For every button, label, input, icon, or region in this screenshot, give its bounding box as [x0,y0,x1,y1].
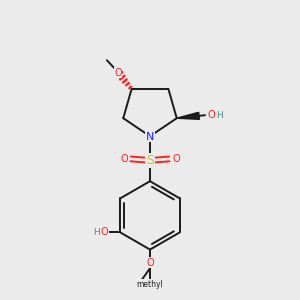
Text: H: H [217,111,223,120]
Text: N: N [146,132,154,142]
Polygon shape [177,112,200,119]
Text: H: H [93,228,100,237]
Text: O: O [120,154,128,164]
Text: S: S [146,154,154,167]
Text: O: O [172,154,180,164]
Text: O: O [146,258,154,268]
Text: methyl: methyl [136,280,164,289]
Text: O: O [207,110,215,120]
Text: O: O [114,68,122,78]
Text: O: O [101,227,109,238]
